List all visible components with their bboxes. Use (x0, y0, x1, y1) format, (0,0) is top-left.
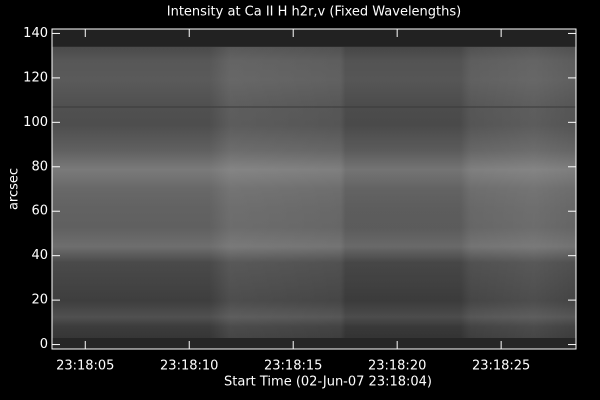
y-tick-label: 40 (31, 248, 48, 263)
y-tick-label: 20 (31, 293, 48, 308)
x-tick-label: 23:18:25 (472, 359, 530, 374)
x-axis-label: Start Time (02-Jun-07 23:18:04) (224, 375, 432, 390)
y-tick-label: 60 (31, 204, 48, 219)
chart-title: Intensity at Ca II H h2r,v (Fixed Wavele… (167, 5, 461, 20)
plot-frame (51, 28, 577, 350)
x-tick-label: 23:18:20 (368, 359, 426, 374)
y-tick-label: 120 (23, 70, 48, 85)
x-tick-label: 23:18:05 (56, 359, 114, 374)
y-axis-label: arcsec (7, 168, 22, 210)
intensity-image-overlay (52, 47, 576, 338)
y-tick-label: 140 (23, 26, 48, 41)
y-tick-label: 100 (23, 115, 48, 130)
y-tick-label: 0 (40, 337, 48, 352)
x-tick-label: 23:18:15 (264, 359, 322, 374)
x-tick-label: 23:18:10 (160, 359, 218, 374)
y-tick-label: 80 (31, 159, 48, 174)
